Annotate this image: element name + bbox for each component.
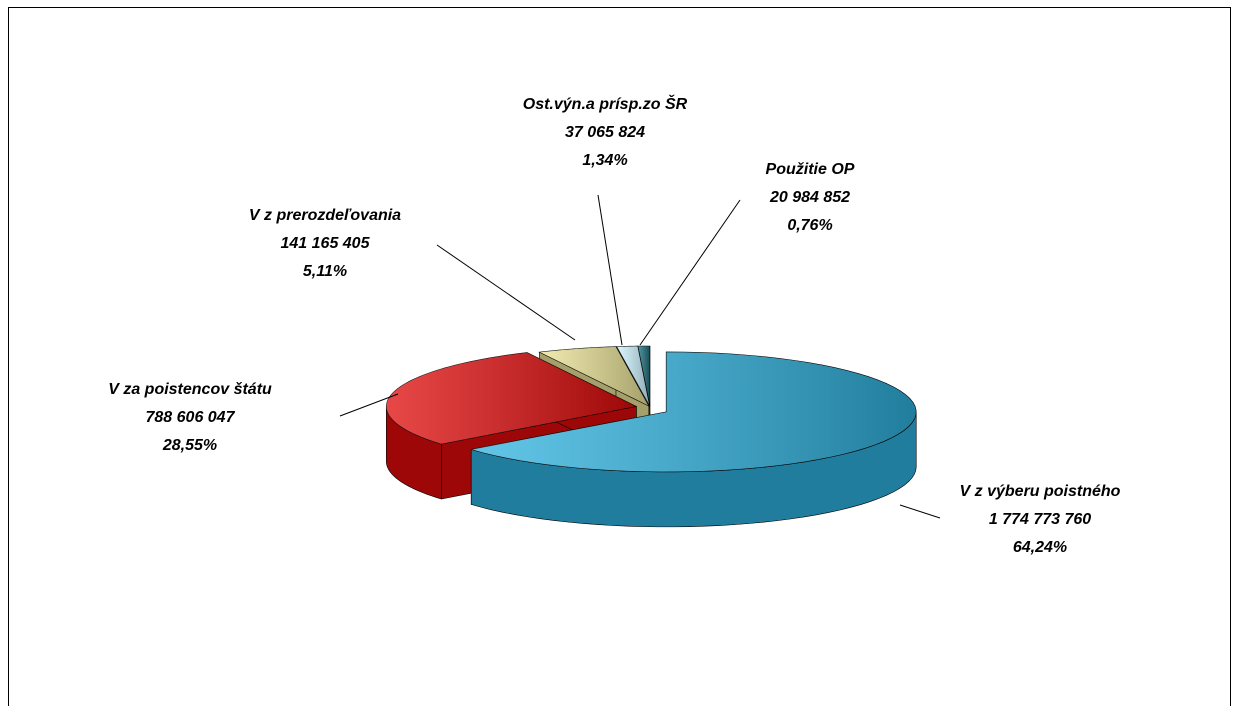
slice-shade (386, 352, 637, 445)
slice-amount: 141 165 405 (281, 235, 371, 252)
leader-line (639, 199, 741, 346)
slice-amount: 788 606 047 (146, 409, 236, 426)
slice-label: Ost.výn.a prísp.zo ŠR (523, 94, 688, 113)
slice-percent: 5,11% (303, 263, 347, 280)
slice-shade (471, 351, 917, 472)
chart-frame (8, 7, 1231, 706)
leader-line (899, 504, 941, 519)
slice-label: Použitie OP (766, 161, 855, 178)
slice-percent: 64,24% (1013, 539, 1067, 556)
labels: V z výberu poistného 1 774 773 760 64,24% V… (108, 94, 1120, 556)
slice-label: V z výberu poistného (960, 483, 1121, 500)
slice-percent: 28,55% (162, 437, 217, 454)
leader-line (597, 194, 623, 346)
slice-percent: 0,76% (787, 217, 832, 234)
slice-label: V z prerozdeľovania (249, 207, 401, 224)
slice-shade (539, 346, 649, 407)
slice-amount: 1 774 773 760 (989, 511, 1091, 528)
slice-percent: 1,34% (582, 152, 627, 169)
slice-label: V za poistencov štátu (108, 381, 272, 398)
leader-line (436, 244, 576, 341)
slice-amount: 37 065 824 (565, 124, 645, 141)
slice-amount: 20 984 852 (769, 189, 850, 206)
pie (386, 345, 917, 528)
leader-line (339, 393, 399, 417)
slice-shade (616, 346, 650, 407)
